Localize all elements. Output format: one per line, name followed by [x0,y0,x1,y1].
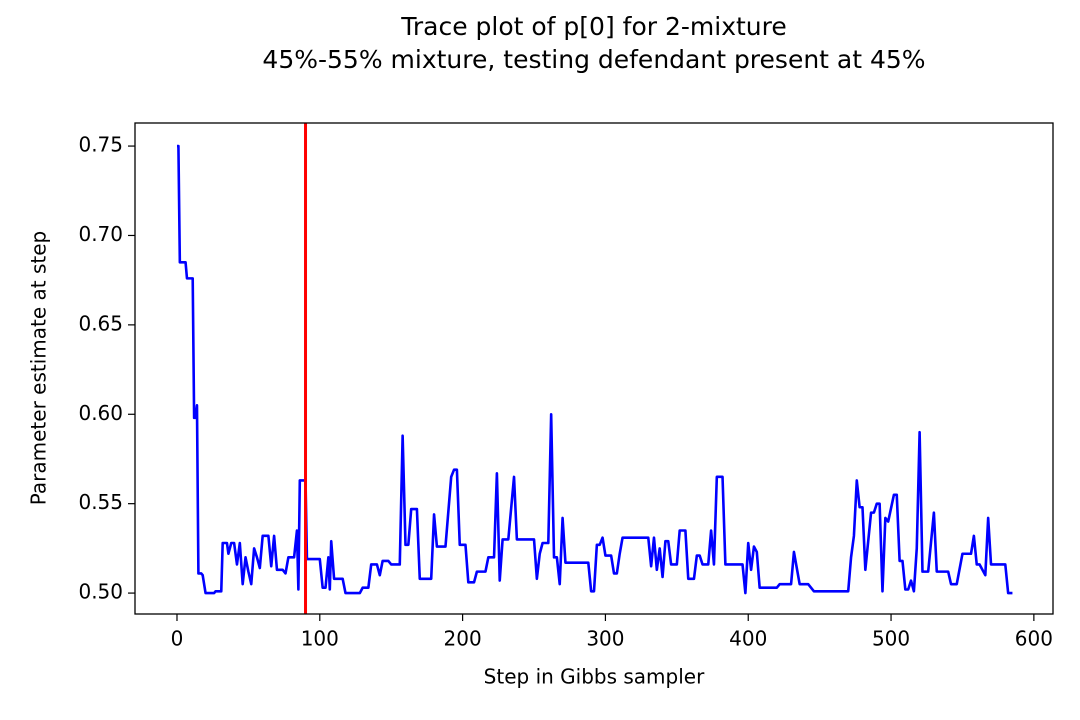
x-tick-label: 400 [729,627,767,651]
y-tick-label: 0.65 [78,311,123,335]
x-tick-label: 300 [586,627,624,651]
y-tick-label: 0.75 [78,133,123,157]
y-tick-label: 0.50 [78,580,123,604]
x-tick-label: 500 [872,627,910,651]
y-tick-label: 0.70 [78,222,123,246]
plot-frame [134,122,1054,615]
chart-title: Trace plot of p[0] for 2-mixture [400,12,787,41]
y-tick-label: 0.60 [78,401,123,425]
y-axis-label: Parameter estimate at step [27,231,51,506]
x-tick-label: 0 [171,627,184,651]
chart-subtitle: 45%-55% mixture, testing defendant prese… [262,45,925,74]
x-tick-label: 600 [1015,627,1053,651]
y-tick-label: 0.55 [78,490,123,514]
x-axis-label: Step in Gibbs sampler [484,665,705,689]
trace-line [176,144,1013,595]
x-tick-label: 100 [301,627,339,651]
x-tick-label: 200 [444,627,482,651]
